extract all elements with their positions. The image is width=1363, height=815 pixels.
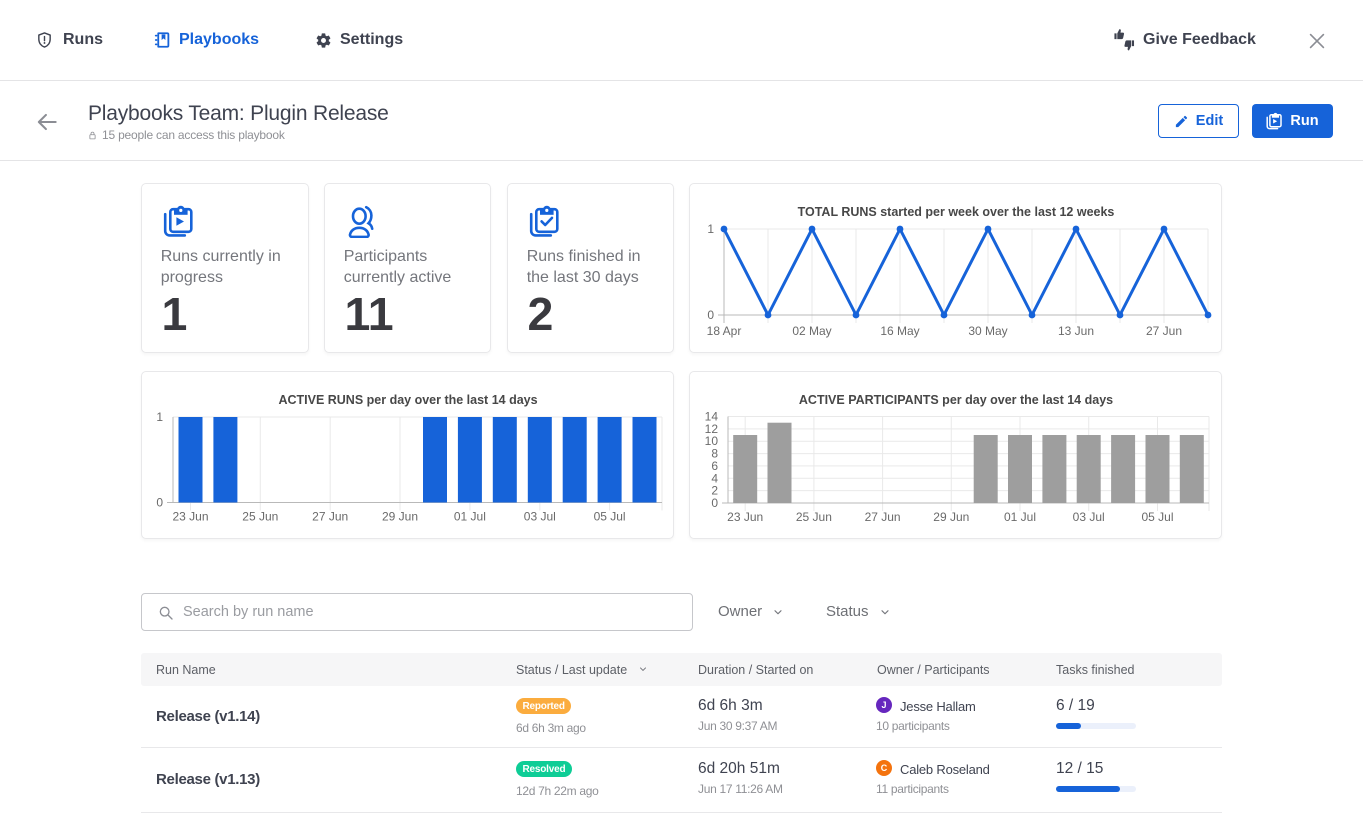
svg-text:0: 0	[707, 308, 714, 322]
svg-text:05 Jul: 05 Jul	[1141, 510, 1173, 524]
svg-text:01 Jul: 01 Jul	[454, 510, 486, 524]
svg-text:29 Jun: 29 Jun	[933, 510, 969, 524]
svg-text:13 Jun: 13 Jun	[1058, 324, 1094, 338]
svg-text:27 Jun: 27 Jun	[312, 510, 348, 524]
svg-text:TOTAL RUNS started per week ov: TOTAL RUNS started per week over the las…	[798, 205, 1115, 219]
svg-text:16 May: 16 May	[880, 324, 919, 338]
svg-text:2: 2	[711, 484, 718, 498]
svg-text:4: 4	[711, 471, 718, 485]
svg-text:23 Jun: 23 Jun	[172, 510, 208, 524]
svg-text:25 Jun: 25 Jun	[242, 510, 278, 524]
svg-text:02 May: 02 May	[792, 324, 831, 338]
svg-text:0: 0	[711, 496, 718, 510]
svg-text:14: 14	[705, 410, 719, 424]
svg-text:03 Jul: 03 Jul	[524, 510, 556, 524]
svg-text:29 Jun: 29 Jun	[382, 510, 418, 524]
svg-text:1: 1	[156, 410, 163, 424]
svg-text:1: 1	[707, 222, 714, 236]
svg-text:8: 8	[711, 447, 718, 461]
svg-text:10: 10	[705, 434, 719, 448]
svg-text:25 Jun: 25 Jun	[796, 510, 832, 524]
svg-text:05 Jul: 05 Jul	[594, 510, 626, 524]
svg-text:0: 0	[156, 496, 163, 510]
svg-text:30 May: 30 May	[968, 324, 1007, 338]
svg-text:01 Jul: 01 Jul	[1004, 510, 1036, 524]
svg-text:27 Jun: 27 Jun	[865, 510, 901, 524]
svg-text:12: 12	[705, 422, 719, 436]
svg-text:27 Jun: 27 Jun	[1146, 324, 1182, 338]
svg-text:6: 6	[711, 459, 718, 473]
svg-text:ACTIVE PARTICIPANTS per day ov: ACTIVE PARTICIPANTS per day over the las…	[799, 393, 1113, 407]
svg-text:ACTIVE RUNS per day over the l: ACTIVE RUNS per day over the last 14 day…	[278, 393, 537, 407]
svg-text:03 Jul: 03 Jul	[1073, 510, 1105, 524]
svg-text:23 Jun: 23 Jun	[727, 510, 763, 524]
svg-text:18 Apr: 18 Apr	[707, 324, 742, 338]
